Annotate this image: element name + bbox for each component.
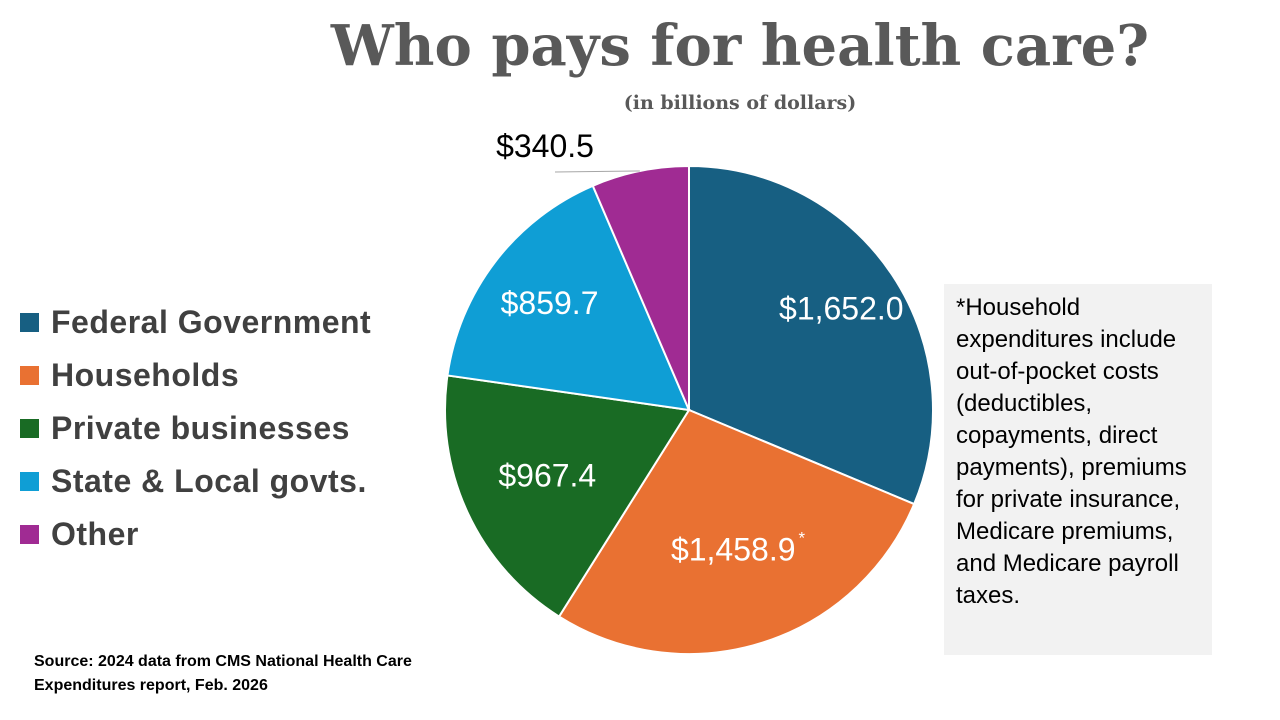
legend: Federal Government Households Private bu… — [20, 296, 371, 561]
legend-swatch — [20, 366, 39, 385]
legend-label: State & Local govts. — [51, 463, 367, 499]
households-asterisk: * — [799, 529, 806, 548]
data-label-households: $1,458.9 — [671, 532, 796, 568]
household-footnote: *Household expenditures include out-of-p… — [944, 284, 1212, 655]
leader-line-other — [554, 170, 640, 173]
legend-label: Other — [51, 516, 139, 552]
legend-swatch — [20, 525, 39, 544]
legend-swatch — [20, 419, 39, 438]
legend-item-other: Other — [20, 508, 371, 561]
chart-title: Who pays for health care? — [330, 13, 1150, 79]
data-label-private-businesses: $967.4 — [498, 458, 596, 494]
legend-label: Federal Government — [51, 304, 372, 340]
legend-label: Households — [51, 357, 240, 393]
source-note: Source: 2024 data from CMS National Heal… — [34, 653, 412, 694]
legend-swatch — [20, 313, 39, 332]
chart-subtitle: (in billions of dollars) — [623, 92, 857, 114]
pie-slice-federal-government — [688, 164, 934, 506]
data-label-federal-government: $1,652.0 — [779, 291, 904, 327]
legend-item-federal-government: Federal Government — [20, 296, 371, 349]
data-label-state-local-govts: $859.7 — [501, 285, 599, 321]
legend-item-state-local-govts: State & Local govts. — [20, 455, 371, 508]
pie-slice-households — [557, 408, 916, 655]
data-label-other: $340.5 — [496, 128, 594, 164]
legend-item-private-businesses: Private businesses — [20, 402, 371, 455]
pie-slice-private-businesses — [444, 374, 691, 618]
legend-item-households: Households — [20, 349, 371, 402]
legend-swatch — [20, 472, 39, 491]
pie-slice-state-local-govts — [446, 184, 691, 412]
legend-label: Private businesses — [51, 410, 350, 446]
